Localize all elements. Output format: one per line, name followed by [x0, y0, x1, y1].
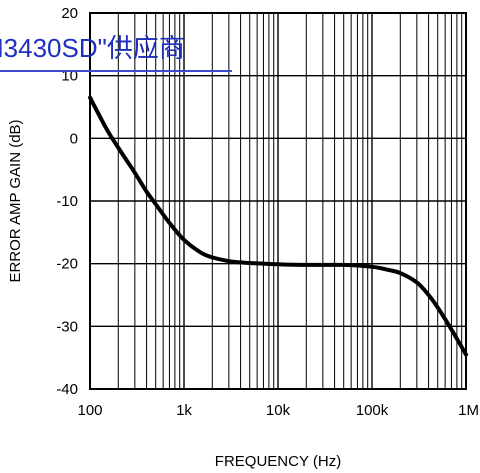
y-tick-label: -20: [56, 256, 78, 273]
x-tick-label: 1k: [176, 402, 192, 419]
plot-frame: [89, 12, 467, 390]
y-tick-label: -10: [56, 193, 78, 210]
overlay-link-text: M3430SD"供应商: [0, 33, 185, 63]
x-tick-label: 1M: [458, 402, 479, 419]
overlay-link[interactable]: M3430SD"供应商: [0, 30, 232, 72]
x-tick-label: 100k: [356, 402, 389, 419]
y-tick-label: -30: [56, 318, 78, 335]
series-line: [88, 95, 468, 357]
y-tick-label: -40: [56, 381, 78, 398]
x-axis-title: FREQUENCY (Hz): [215, 453, 341, 470]
y-tick-label: 0: [70, 130, 78, 147]
y-axis-title: ERROR AMP GAIN (dB): [7, 119, 24, 282]
x-tick-labels: 100 1k 10k 100k 1M: [77, 402, 479, 419]
x-tick-label: 100: [77, 402, 102, 419]
x-tick-label: 10k: [266, 402, 291, 419]
y-tick-label: 20: [61, 5, 78, 22]
